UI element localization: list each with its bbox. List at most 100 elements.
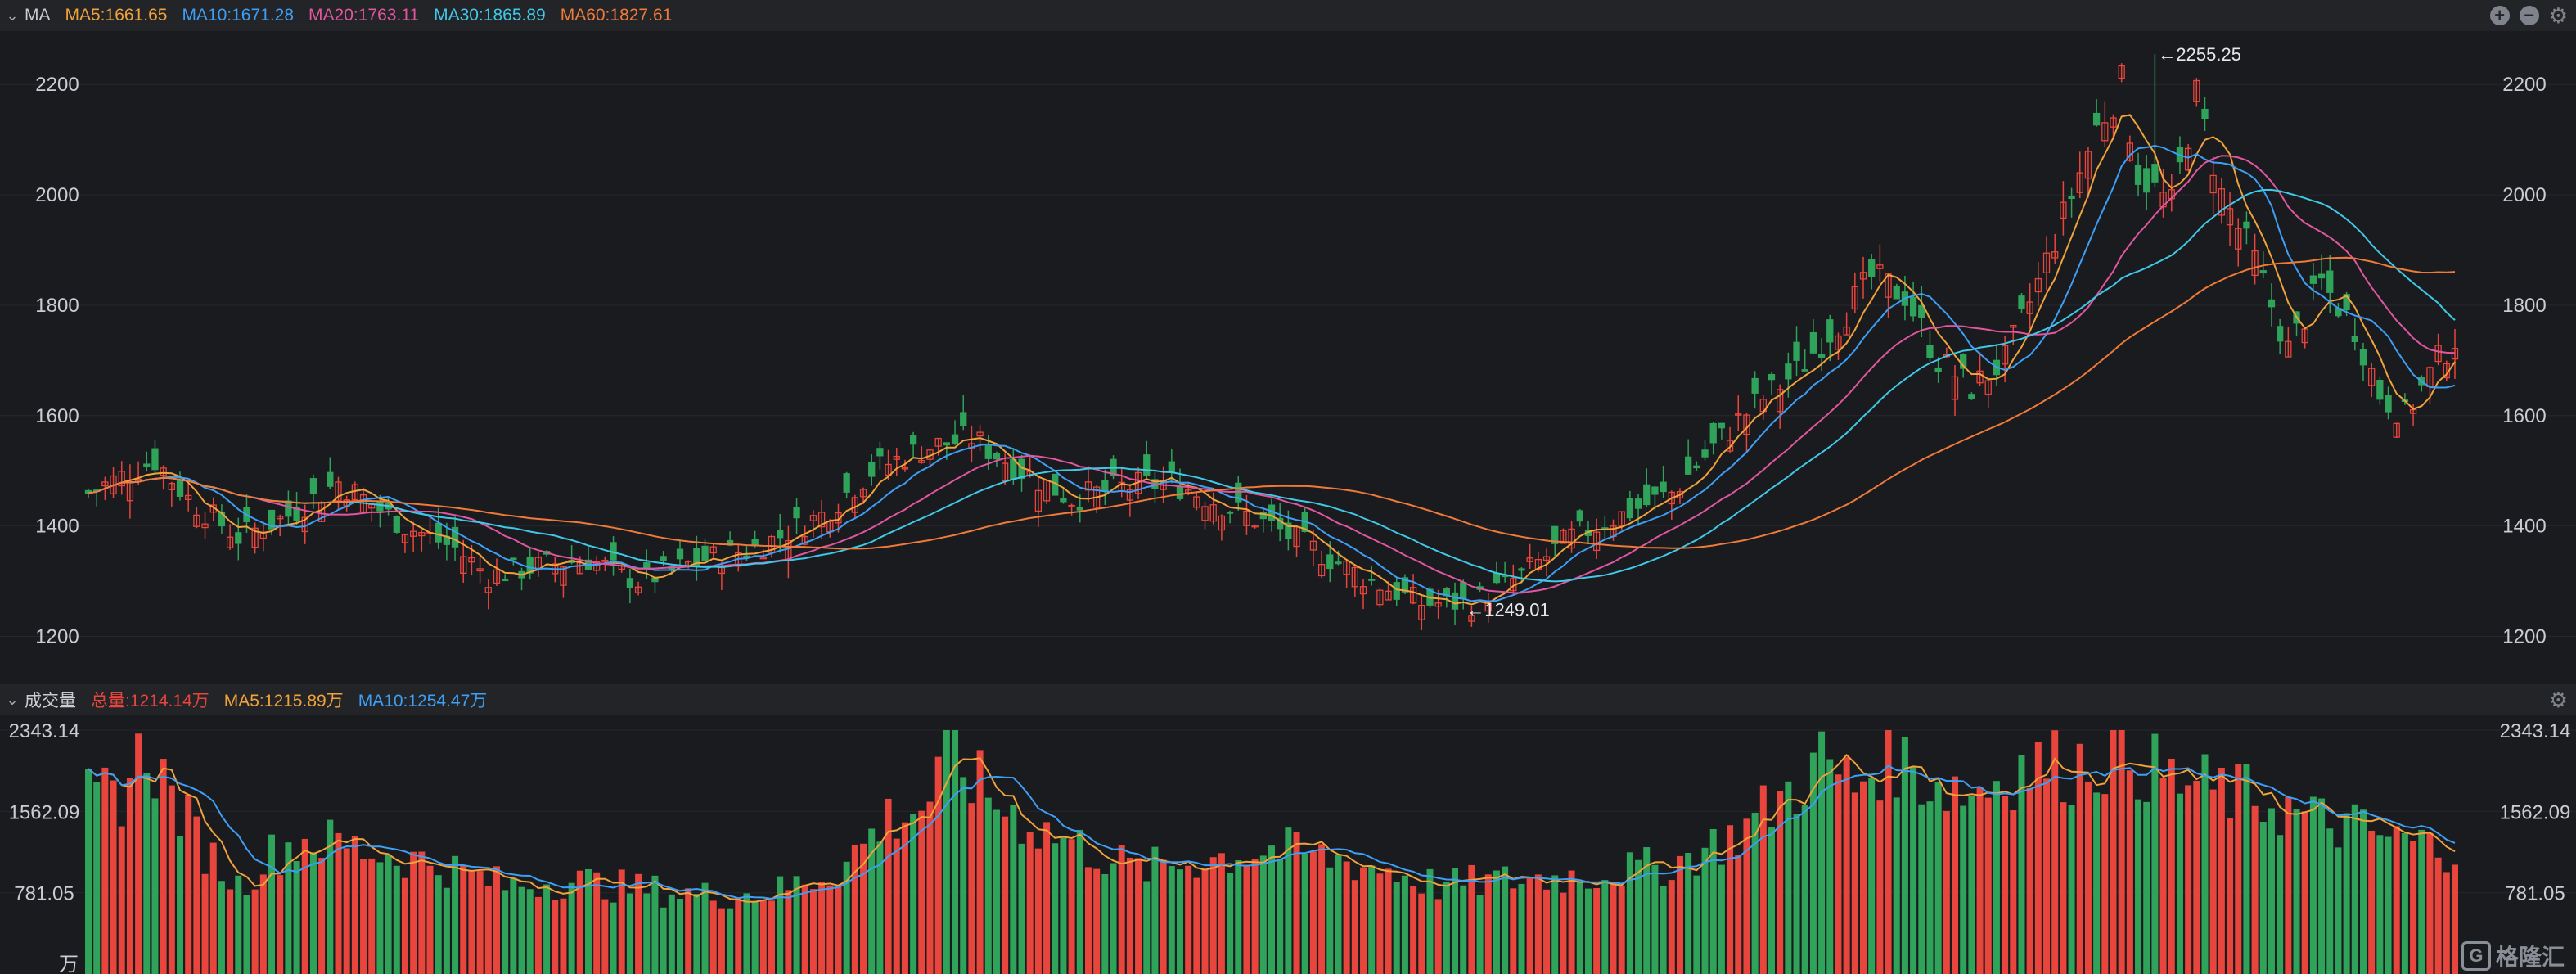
volume-bar xyxy=(268,834,276,974)
volume-bar xyxy=(1018,843,1025,974)
volume-bar xyxy=(1843,757,1850,974)
candle-body xyxy=(168,482,175,490)
candle-body xyxy=(859,489,867,498)
volume-bar xyxy=(1952,776,1959,974)
candle-body xyxy=(1676,491,1684,499)
candle-body xyxy=(1826,319,1834,343)
candle-body xyxy=(2068,196,2075,200)
volume-bar xyxy=(1976,787,1984,974)
volume-bar xyxy=(1126,857,1133,974)
volume-bar xyxy=(1426,868,1434,974)
candle-body xyxy=(1368,578,1376,581)
volume-bar xyxy=(926,801,934,974)
volume-bar xyxy=(1876,800,1884,974)
volume-bar xyxy=(318,858,326,974)
volume-bar xyxy=(2343,813,2350,974)
volume-bar xyxy=(410,851,417,974)
volume-bar xyxy=(1660,886,1667,974)
candle-body xyxy=(1951,376,1959,400)
volume-bar xyxy=(1235,859,1242,974)
settings-gear-icon[interactable]: ⚙ xyxy=(2548,688,2568,712)
volume-bar-chart[interactable]: 781.05 781.05 1562.09 1562.09 2343.14 2343.14… xyxy=(0,715,2576,974)
volume-bar xyxy=(1218,853,1225,974)
volume-bar xyxy=(1526,877,1533,974)
volume-bar xyxy=(893,838,900,974)
volume-bar xyxy=(543,884,551,974)
volume-bar xyxy=(1351,880,1358,974)
volume-bar xyxy=(718,908,725,974)
volume-bar xyxy=(768,900,776,974)
candle-body xyxy=(909,435,917,445)
candle-body xyxy=(1209,504,1217,522)
candle-body xyxy=(2134,165,2142,185)
volume-bar xyxy=(860,843,867,974)
volume-bar xyxy=(2410,841,2417,974)
volume-bar xyxy=(584,868,592,974)
candle-body xyxy=(185,494,192,500)
settings-gear-icon[interactable]: ⚙ xyxy=(2548,3,2568,28)
volume-tick-right: 781.05 xyxy=(2505,883,2565,905)
volume-bar xyxy=(984,797,992,974)
candle-body xyxy=(259,533,267,539)
candle-body xyxy=(193,514,200,527)
volume-bar xyxy=(168,785,175,974)
volume-bar xyxy=(2318,798,2326,974)
candle-body xyxy=(1817,353,1826,358)
volume-bar xyxy=(1393,882,1400,974)
minus-icon[interactable]: − xyxy=(2519,6,2539,25)
candle-body xyxy=(1359,586,1367,595)
candle-body xyxy=(493,569,501,584)
volume-bar xyxy=(235,875,242,974)
volume-bar xyxy=(885,798,892,974)
candlestick-chart[interactable]: 1200 1200 1400 1400 1600 1600 1800 1800 2000 2000… xyxy=(0,31,2576,684)
volume-bar xyxy=(868,828,876,974)
candle-body xyxy=(2351,336,2358,343)
volume-bar xyxy=(1801,805,1808,974)
volume-bar xyxy=(1901,737,1908,974)
volume-bar xyxy=(2110,730,2117,974)
candle-body xyxy=(1518,568,1525,571)
volume-bar xyxy=(1576,882,1583,974)
candle-body xyxy=(876,448,884,457)
candle-body xyxy=(793,507,800,519)
candle-body xyxy=(1685,456,1692,475)
volume-bar xyxy=(1934,782,1942,974)
candle-body xyxy=(2385,395,2392,413)
volume-bar xyxy=(476,871,484,974)
candle-body xyxy=(1592,531,1601,552)
volume-bar xyxy=(2159,778,2167,974)
candle-body xyxy=(1576,510,1583,522)
volume-bar xyxy=(2293,809,2300,974)
candle-body xyxy=(951,434,959,444)
volume-bar xyxy=(309,852,317,974)
volume-bar xyxy=(2193,780,2200,974)
volume-bar xyxy=(2185,785,2192,974)
volume-bar xyxy=(1326,867,1334,974)
volume-tick-left: 781.05 xyxy=(14,883,74,905)
indicator-label: MA xyxy=(25,6,51,25)
volume-bar xyxy=(1268,845,1275,974)
volume-bar xyxy=(1718,864,1725,974)
candle-body xyxy=(151,448,159,471)
candle-body xyxy=(2268,299,2276,308)
volume-bar xyxy=(2359,809,2367,974)
candle-body xyxy=(226,536,234,548)
volume-bar xyxy=(443,887,450,974)
volume-bar xyxy=(1668,880,1675,974)
volume-bar xyxy=(177,836,184,974)
volume-bar xyxy=(143,773,151,974)
volume-bar xyxy=(1318,844,1326,974)
candle-body xyxy=(560,566,567,586)
volume-bar xyxy=(843,861,850,974)
collapse-chevron-icon[interactable]: ⌄ xyxy=(6,691,19,708)
add-icon[interactable]: + xyxy=(2489,6,2510,25)
volume-bar xyxy=(1434,899,1442,974)
volume-bar xyxy=(1759,785,1767,974)
volume-bar xyxy=(751,900,759,974)
volume-bar xyxy=(393,865,400,974)
volume-bar xyxy=(685,888,692,974)
candle-body xyxy=(2110,117,2117,128)
volume-bar xyxy=(2209,789,2217,974)
volume-bar xyxy=(1002,816,1009,974)
collapse-chevron-icon[interactable]: ⌄ xyxy=(6,7,19,24)
